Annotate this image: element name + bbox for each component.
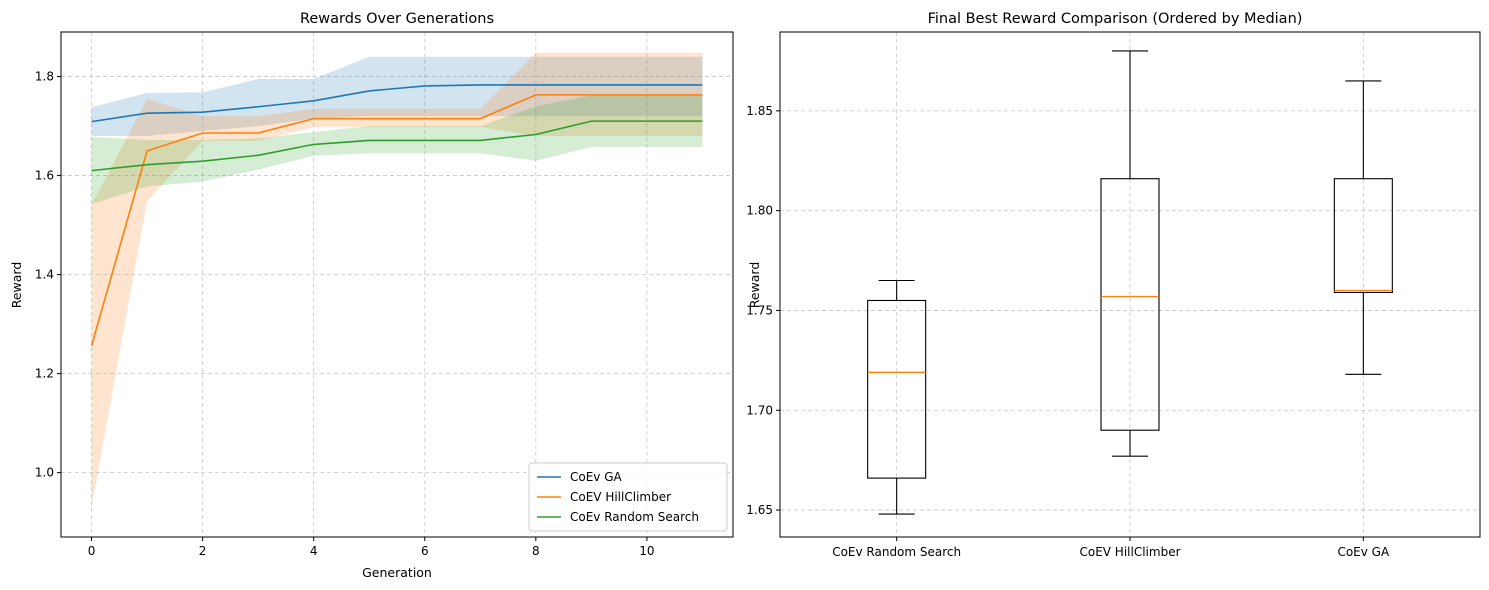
box-chart-title: Final Best Reward Comparison (Ordered by…: [928, 11, 1303, 27]
x-tick-label: CoEv GA: [1337, 545, 1390, 559]
line-chart-frame: [60, 31, 734, 538]
y-tick-label: 1.4: [35, 268, 54, 282]
line-chart-title: Rewards Over Generations: [300, 11, 494, 27]
box: [867, 299, 927, 479]
y-tick-label: 1.75: [746, 303, 773, 317]
legend-entry: CoEv GA: [570, 470, 623, 484]
y-tick-label: 1.70: [746, 403, 773, 417]
confidence-band: [91, 95, 703, 205]
line-chart-lines: [90, 84, 703, 347]
box: [1100, 178, 1160, 431]
y-tick-label: 1.6: [35, 169, 54, 183]
x-tick-label: CoEV HillClimber: [1079, 545, 1180, 559]
box-chart-y-ticks: 1.65 1.70 1.75 1.80 1.85: [746, 104, 780, 517]
box-chart-panel: Final Best Reward Comparison (Ordered by…: [746, 11, 1481, 559]
line-chart-grid: [61, 32, 733, 537]
series-line: [90, 94, 703, 347]
line-chart-x-label: Generation: [362, 565, 432, 580]
line-chart-legend: CoEv GA CoEV HillClimber CoEv Random Searc…: [528, 462, 728, 532]
line-chart-y-label: Reward: [9, 262, 24, 309]
box-chart-boxes: [867, 50, 1393, 515]
line-chart-panel: Rewards Over Generations 0 2 4 6 8 10 1.01.21…: [9, 11, 734, 580]
y-tick-label: 1.0: [35, 466, 54, 480]
x-tick-label: 8: [532, 544, 540, 558]
line-chart-bands: [91, 52, 703, 508]
line-chart-x-ticks: 0 2 4 6 8 10: [88, 537, 655, 558]
x-tick-label: 0: [88, 544, 96, 558]
box: [1333, 178, 1393, 294]
legend-entry: CoEV HillClimber: [570, 490, 671, 504]
x-tick-label: 4: [310, 544, 318, 558]
box-chart-y-label: Reward: [747, 262, 762, 309]
y-tick-label: 1.8: [35, 70, 54, 84]
line-chart-y-ticks: 1.0 1.2 1.4 1.6 1.8: [35, 70, 61, 480]
confidence-band: [91, 56, 703, 136]
y-tick-label: 1.2: [35, 367, 54, 381]
box-chart-x-ticks: CoEv Random Search CoEV HillClimber CoEv G…: [832, 537, 1390, 559]
x-tick-label: 2: [199, 544, 207, 558]
x-tick-label: CoEv Random Search: [832, 545, 961, 559]
x-tick-label: 6: [421, 544, 429, 558]
confidence-band: [91, 52, 703, 508]
y-tick-label: 1.80: [746, 204, 773, 218]
series-line: [91, 84, 703, 123]
x-tick-label: 10: [639, 544, 654, 558]
series-line: [91, 120, 703, 172]
legend-entry: CoEv Random Search: [570, 510, 699, 524]
legend-box: [528, 462, 728, 532]
y-tick-label: 1.85: [746, 104, 773, 118]
y-tick-label: 1.65: [746, 503, 773, 517]
